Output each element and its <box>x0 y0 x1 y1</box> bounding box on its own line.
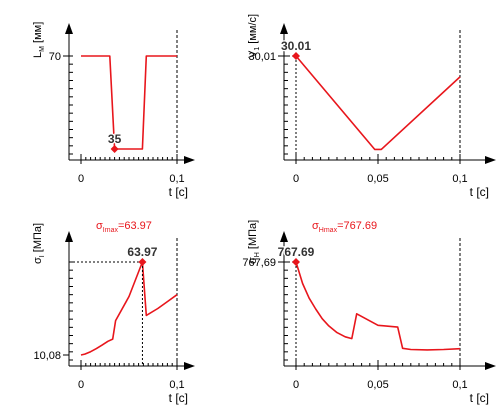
chart-3-marker-point <box>138 258 147 266</box>
chart-1-y-axis-arrow <box>65 23 73 34</box>
chart-4-series-line <box>295 261 461 351</box>
chart-4-x-tick-label: 0 <box>293 379 299 391</box>
chart-2-x-axis-label: t [c] <box>470 185 489 199</box>
chart-1-marker-label: 35 <box>108 132 122 146</box>
chart-2-marker-label: 30.01 <box>281 39 311 53</box>
chart-4-title-main: σ <box>312 220 319 232</box>
chart-2-y-tick-label: 30,01 <box>248 51 276 63</box>
chart-2-y-axis-label: V1 [мм/с] <box>247 14 261 58</box>
chart-4-y-axis-label-main: σ <box>247 257 259 264</box>
chart-4-x-axis-label: t [c] <box>470 391 489 405</box>
chart-1-y-tick-label: 70 <box>49 51 61 63</box>
chart-1-y-axis-label-unit: [мм] <box>32 22 44 46</box>
chart-1-x-axis-label: t [c] <box>169 185 188 199</box>
chart-2-x-tick-label: 0 <box>293 173 299 185</box>
chart-3-series-line <box>80 261 178 356</box>
chart-1-x-tick-label: 0 <box>78 173 84 185</box>
chart-3-y-axis-label-unit: [МПа] <box>32 223 44 255</box>
chart-4-y-axis-label: σH [МПа] <box>247 220 261 264</box>
chart-3-y-axis-label-main: σ <box>32 257 44 264</box>
chart-2-marker-point <box>292 52 300 60</box>
chart-4-x-tick-label: 0,05 <box>367 379 388 391</box>
chart-1-y-axis-label-sub: M <box>39 46 46 52</box>
chart-3-y-tick-label: 10,08 <box>33 350 61 362</box>
chart-2-y-axis-label-sub: 1 <box>254 47 261 51</box>
chart-2-x-tick-label: 0,1 <box>452 173 467 185</box>
chart-2-y-axis-arrow <box>280 23 288 34</box>
chart-3-x-tick-label: 0,1 <box>169 379 184 391</box>
chart-1-x-axis-arrow <box>184 156 195 164</box>
chart-4-x-tick-label: 0,1 <box>452 379 467 391</box>
chart-3-title-value: =63.97 <box>118 220 152 232</box>
chart-3-y-axis-label-sub: I <box>39 255 46 257</box>
chart-3-y-axis-arrow <box>65 231 73 242</box>
chart-1-y-axis-label: LM [мм] <box>32 22 46 58</box>
chart-3-title-main: σ <box>96 220 103 232</box>
chart-1-marker-point <box>110 145 119 153</box>
chart-4-y-tick-label: 767,69 <box>242 257 276 269</box>
chart-1-series-line <box>81 55 177 150</box>
chart-4-title-sub: Hmax <box>319 227 338 234</box>
chart-3-x-axis-arrow <box>184 362 195 370</box>
chart-4-y-axis-label-sub: H <box>254 252 261 257</box>
chart-3-x-axis-label: t [c] <box>169 391 188 405</box>
chart-2-y-axis-label-main: V <box>247 50 259 58</box>
chart-4-x-axis-arrow <box>485 362 496 370</box>
chart-2-x-tick-label: 0,05 <box>367 173 388 185</box>
chart-4-title-value: =767.69 <box>337 220 377 232</box>
chart-1-x-tick-label: 0,1 <box>169 173 184 185</box>
chart-3-y-axis-label: σI [МПа] <box>32 223 46 264</box>
chart-2-series-line <box>295 55 461 151</box>
chart-3-title: σImax=63.97 <box>96 220 152 234</box>
chart-4-marker-label: 767.69 <box>278 245 315 259</box>
chart-1-y-axis-label-main: L <box>32 52 44 58</box>
chart-3-x-tick-label: 0 <box>78 379 84 391</box>
chart-3-title-sub: Imax <box>103 227 119 234</box>
chart-4-title: σHmax=767.69 <box>312 220 377 234</box>
chart-3-marker-label: 63.97 <box>127 245 157 259</box>
chart-4-y-axis-arrow <box>280 231 288 242</box>
chart-4-y-axis-label-unit: [МПа] <box>247 220 259 252</box>
chart-2-x-axis-arrow <box>485 156 496 164</box>
chart-4-marker-point <box>292 258 300 266</box>
chart-2-y-axis-label-unit: [мм/с] <box>247 14 259 47</box>
